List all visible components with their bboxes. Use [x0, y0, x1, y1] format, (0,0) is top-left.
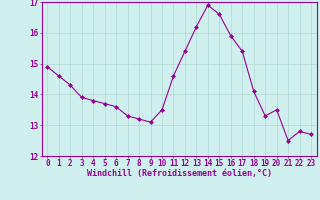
- X-axis label: Windchill (Refroidissement éolien,°C): Windchill (Refroidissement éolien,°C): [87, 169, 272, 178]
